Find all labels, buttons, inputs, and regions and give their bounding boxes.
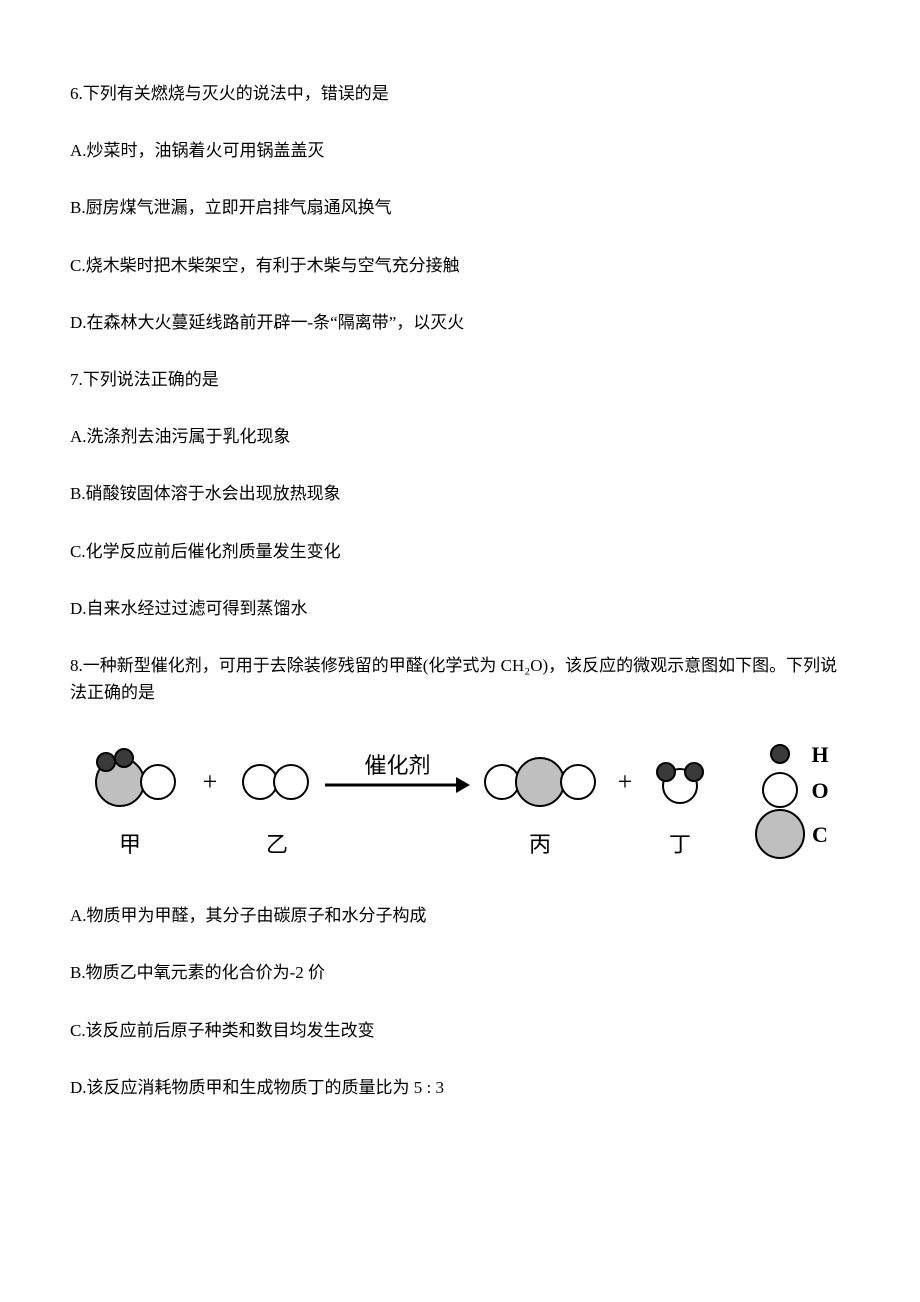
q8-stem: 8.一种新型催化剂，可用于去除装修残留的甲醛(化学式为 CH₂O)，该反应的微观… <box>70 652 850 706</box>
reaction-svg: 甲 + 乙 催化剂丙 + 丁 HOC <box>70 732 850 872</box>
page: 6.下列有关燃烧与灭火的说法中，错误的是 A.炒菜时，油锅着火可用锅盖盖灭 B.… <box>0 0 920 1302</box>
q6-option-a: A.炒菜时，油锅着火可用锅盖盖灭 <box>70 137 850 164</box>
q6-option-c: C.烧木柴时把木柴架空，有利于木柴与空气充分接触 <box>70 252 850 279</box>
svg-text:丙: 丙 <box>529 832 551 857</box>
q8-option-c: C.该反应前后原子种类和数目均发生改变 <box>70 1017 850 1044</box>
q7-stem: 7.下列说法正确的是 <box>70 366 850 393</box>
svg-text:H: H <box>811 742 828 767</box>
svg-text:O: O <box>811 778 828 803</box>
q7-option-a: A.洗涤剂去油污属于乳化现象 <box>70 423 850 450</box>
q8-option-d: D.该反应消耗物质甲和生成物质丁的质量比为 5 : 3 <box>70 1074 850 1101</box>
svg-text:丁: 丁 <box>669 832 691 857</box>
q8-reaction-diagram: 甲 + 乙 催化剂丙 + 丁 HOC <box>70 732 850 872</box>
q6-option-b: B.厨房煤气泄漏，立即开启排气扇通风换气 <box>70 194 850 221</box>
svg-text:催化剂: 催化剂 <box>364 753 430 778</box>
q8-option-b: B.物质乙中氧元素的化合价为-2 价 <box>70 959 850 986</box>
svg-text:+: + <box>203 767 218 796</box>
q7-option-d: D.自来水经过过滤可得到蒸馏水 <box>70 595 850 622</box>
q7-option-c: C.化学反应前后催化剂质量发生变化 <box>70 538 850 565</box>
q6-option-d: D.在森林大火蔓延线路前开辟一-条“隔离带”，以灭火 <box>70 309 850 336</box>
q8-option-a: A.物质甲为甲醛，其分子由碳原子和水分子构成 <box>70 902 850 929</box>
q6-stem: 6.下列有关燃烧与灭火的说法中，错误的是 <box>70 80 850 107</box>
svg-text:+: + <box>618 767 633 796</box>
svg-text:乙: 乙 <box>266 832 288 857</box>
svg-text:甲: 甲 <box>119 832 141 857</box>
svg-text:C: C <box>812 822 828 847</box>
q7-option-b: B.硝酸铵固体溶于水会出现放热现象 <box>70 480 850 507</box>
